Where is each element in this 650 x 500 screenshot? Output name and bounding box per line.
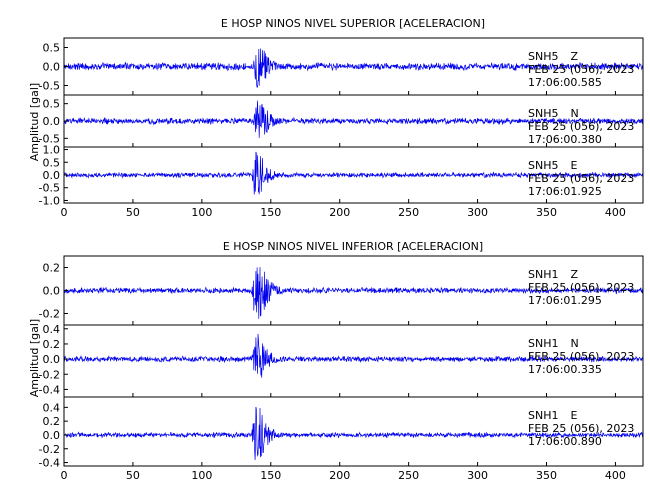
x-tick-label: 300 — [467, 469, 488, 482]
x-tick-label: 250 — [398, 469, 419, 482]
waveform-line — [63, 406, 644, 461]
station-channel-label: SNH5 N — [528, 107, 579, 120]
time-label: 17:06:01.925 — [528, 185, 602, 198]
y-tick-label: 0.4 — [43, 401, 61, 414]
upper-title: E HOSP NINOS NIVEL SUPERIOR [ACELERACION… — [221, 17, 485, 30]
date-label: FEB 25 (056), 2023 — [528, 422, 634, 435]
y-tick-label: 0.4 — [43, 323, 61, 336]
date-label: FEB 25 (056), 2023 — [528, 350, 634, 363]
waveform-line — [63, 48, 644, 88]
station-code: SNH5 — [528, 159, 558, 172]
panel-frame — [63, 396, 644, 467]
y-tick-label: 0.5 — [43, 98, 61, 111]
x-tick-label: 150 — [260, 206, 281, 219]
y-tick-label: -0.2 — [39, 308, 60, 321]
y-tick-label: 0.5 — [43, 42, 61, 55]
x-tick-label: 150 — [260, 469, 281, 482]
time-label: 17:06:00.585 — [528, 76, 602, 89]
x-tick-label: 300 — [467, 206, 488, 219]
waveform-line — [63, 100, 644, 138]
lower-level-block: E HOSP NINOS NIVEL INFERIOR [ACELERACION… — [28, 240, 644, 482]
time-label: 17:06:00.890 — [528, 435, 602, 448]
waveform-line — [63, 267, 644, 319]
x-tick-label: 400 — [605, 206, 626, 219]
y-tick-label: 0.0 — [43, 353, 61, 366]
station-channel-label: SNH1 Z — [528, 268, 578, 281]
y-tick-label: 0.0 — [43, 169, 61, 182]
y-tick-label: 0.5 — [43, 156, 61, 169]
y-tick-label: -0.4 — [39, 383, 60, 396]
y-tick-label: 0.0 — [43, 429, 61, 442]
channel-code: N — [570, 337, 578, 350]
x-tick-label: 0 — [61, 206, 68, 219]
y-tick-label: -1.0 — [39, 194, 60, 207]
y-tick-label: 0.0 — [43, 115, 61, 128]
lower-title: E HOSP NINOS NIVEL INFERIOR [ACELERACION… — [223, 240, 483, 253]
x-tick-label: 0 — [61, 469, 68, 482]
y-tick-label: -0.5 — [39, 182, 60, 195]
y-tick-label: -0.2 — [39, 368, 60, 381]
station-code: SNH1 — [528, 409, 558, 422]
station-channel-label: SNH1 E — [528, 409, 577, 422]
station-code: SNH1 — [528, 337, 558, 350]
station-code: SNH5 — [528, 50, 558, 63]
x-tick-label: 350 — [536, 206, 557, 219]
y-tick-label: -0.5 — [39, 132, 60, 145]
waveform-line — [63, 151, 644, 195]
x-tick-label: 50 — [126, 206, 140, 219]
station-code: SNH5 — [528, 107, 558, 120]
time-label: 17:06:00.335 — [528, 363, 602, 376]
x-tick-label: 200 — [329, 469, 350, 482]
x-tick-label: 100 — [191, 469, 212, 482]
y-tick-label: 1.0 — [43, 144, 61, 157]
station-channel-label: SNH1 N — [528, 337, 579, 350]
y-tick-label: -0.5 — [39, 80, 60, 93]
waveform-line — [63, 333, 644, 378]
channel-code: Z — [570, 50, 578, 63]
upper-ylabel: Amplitud [gal] — [28, 83, 41, 161]
y-tick-label: -0.2 — [39, 443, 60, 456]
x-tick-label: 250 — [398, 206, 419, 219]
time-label: 17:06:00.380 — [528, 133, 602, 146]
date-label: FEB 25 (056), 2023 — [528, 172, 634, 185]
x-tick-label: 50 — [126, 469, 140, 482]
y-tick-label: 0.2 — [43, 262, 61, 275]
time-label: 17:06:01.295 — [528, 294, 602, 307]
x-tick-label: 400 — [605, 469, 626, 482]
station-channel-label: SNH5 E — [528, 159, 577, 172]
y-tick-label: 0.2 — [43, 338, 61, 351]
channel-code: Z — [570, 268, 578, 281]
upper-level-block: E HOSP NINOS NIVEL SUPERIOR [ACELERACION… — [28, 17, 644, 219]
date-label: FEB 25 (056), 2023 — [528, 281, 634, 294]
y-tick-label: 0.2 — [43, 415, 61, 428]
x-tick-label: 350 — [536, 469, 557, 482]
station-channel-label: SNH5 Z — [528, 50, 578, 63]
channel-code: E — [570, 409, 577, 422]
x-tick-label: 200 — [329, 206, 350, 219]
date-label: FEB 25 (056), 2023 — [528, 120, 634, 133]
channel-code: N — [570, 107, 578, 120]
station-code: SNH1 — [528, 268, 558, 281]
x-tick-label: 100 — [191, 206, 212, 219]
y-tick-label: -0.4 — [39, 457, 60, 470]
y-tick-label: 0.0 — [43, 285, 61, 298]
lower-ylabel: Amplitud [gal] — [28, 319, 41, 397]
date-label: FEB 25 (056), 2023 — [528, 63, 634, 76]
y-tick-label: 0.0 — [43, 61, 61, 74]
channel-code: E — [570, 159, 577, 172]
